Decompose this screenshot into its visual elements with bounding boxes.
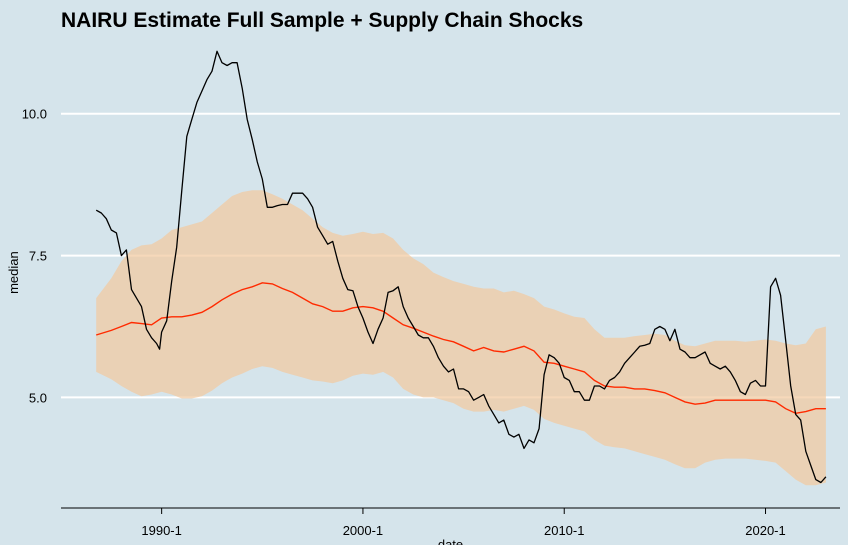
y-axis: 5.0 7.5 10.0 (22, 107, 47, 406)
x-tick-label: 2000-1 (343, 523, 383, 538)
x-tick-label: 1990-1 (141, 523, 181, 538)
y-axis-label: median (6, 251, 21, 294)
series-lines (95, 50, 827, 484)
interval-band-layer (96, 190, 826, 486)
median-line (95, 282, 826, 415)
x-axis-label: date (438, 537, 463, 545)
y-tick-label: 5.0 (29, 390, 47, 405)
y-tick-label: 7.5 (29, 249, 47, 264)
x-axis: 1990-1 2000-1 2010-1 2020-1 (61, 507, 840, 538)
interval-band (96, 190, 826, 486)
x-tick-label: 2010-1 (544, 523, 584, 538)
y-tick-label: 10.0 (22, 107, 47, 122)
observed-line (95, 50, 827, 484)
chart-title: NAIRU Estimate Full Sample + Supply Chai… (61, 9, 584, 32)
x-tick-label: 2020-1 (745, 523, 785, 538)
